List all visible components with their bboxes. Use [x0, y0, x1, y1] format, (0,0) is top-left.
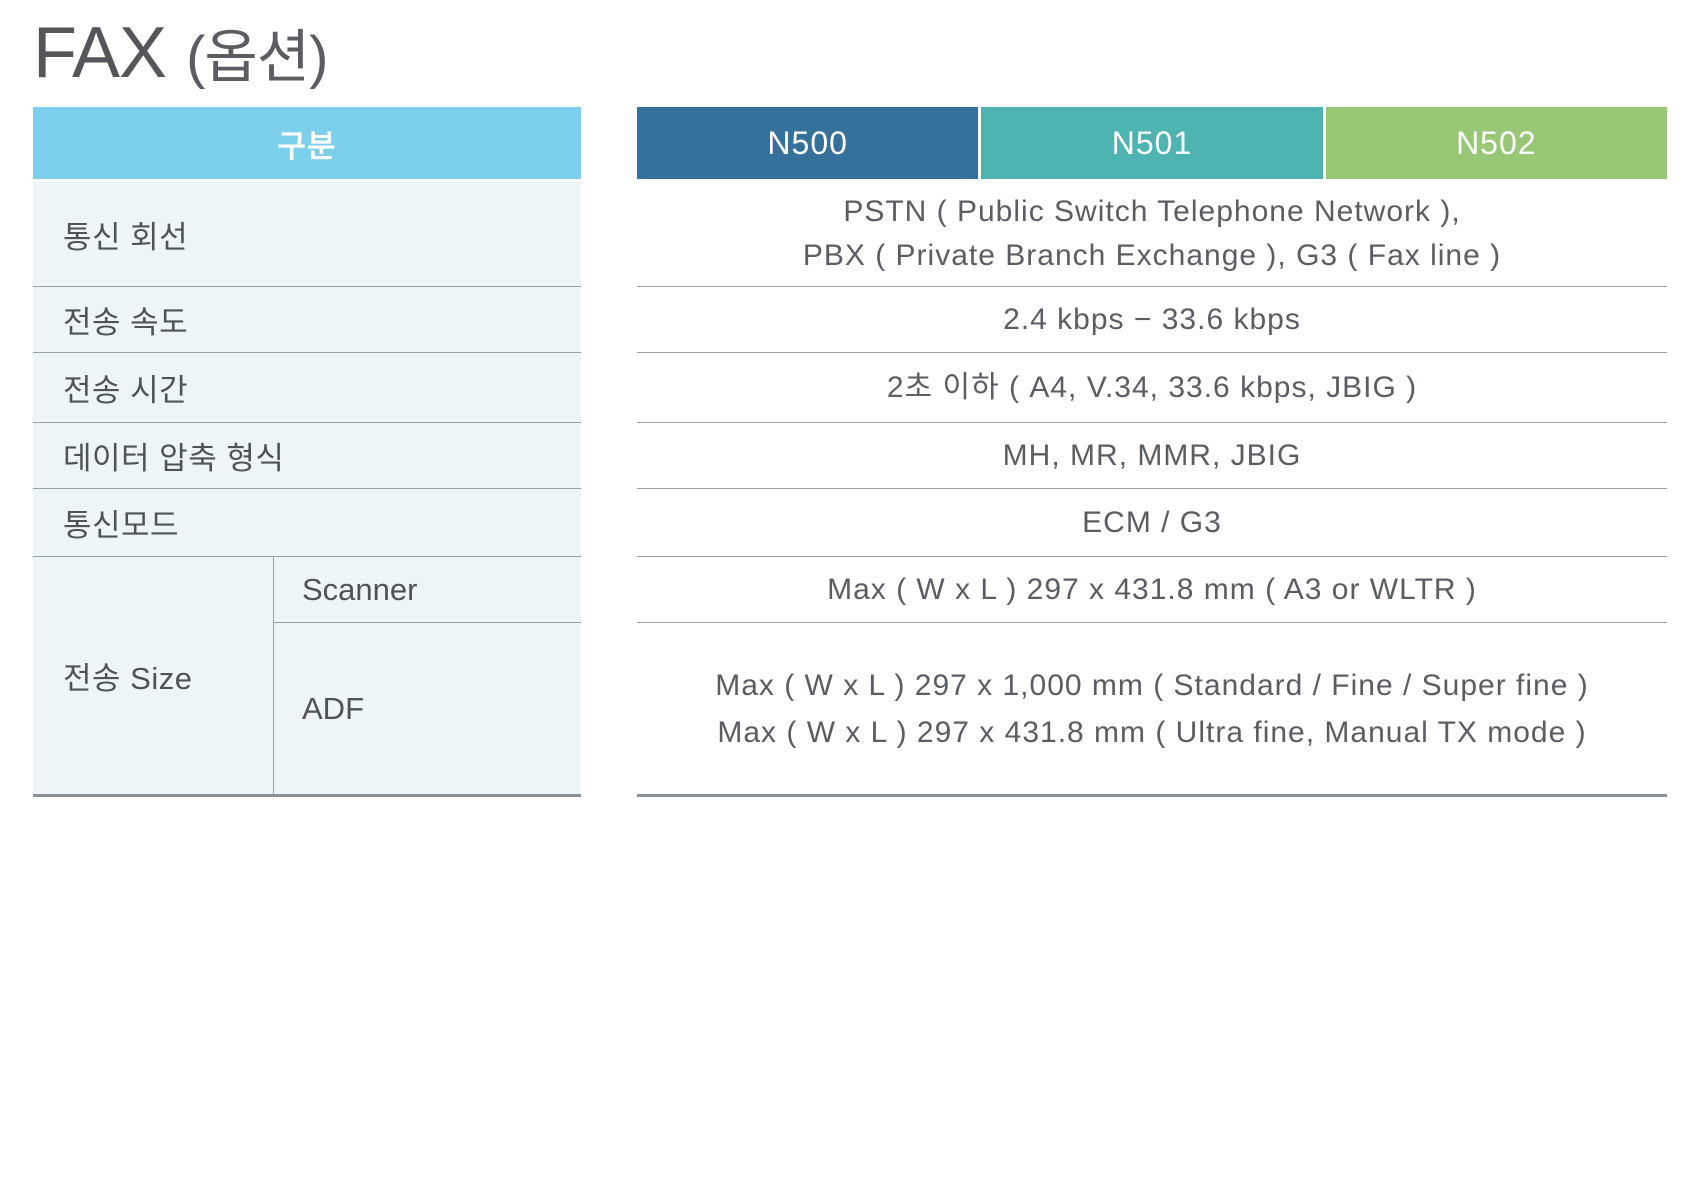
page-title-suffix: (옵션) [186, 25, 328, 90]
row-label-scanner: Scanner [274, 557, 581, 623]
model-headers: N500 N501 N502 [637, 107, 1667, 179]
value-communication-mode: ECM / G3 [637, 489, 1667, 557]
row-label-transmission-time: 전송 시간 [33, 353, 581, 423]
row-label-communication-line: 통신 회선 [33, 182, 581, 287]
values-column: N500 N501 N502 PSTN ( Public Switch Tele… [637, 107, 1667, 797]
column-header-n501: N501 [981, 107, 1323, 179]
column-gap [581, 107, 637, 797]
row-label-data-compression: 데이터 압축 형식 [33, 423, 581, 489]
value-transmission-time: 2초 이하 ( A4, V.34, 33.6 kbps, JBIG ) [637, 353, 1667, 423]
column-header-n500: N500 [637, 107, 979, 179]
row-label-communication-mode: 통신모드 [33, 489, 581, 557]
row-label-transmission-speed: 전송 속도 [33, 287, 581, 353]
category-body: 통신 회선 전송 속도 전송 시간 데이터 압축 형식 통신모드 전송 Size… [33, 182, 581, 797]
value-scanner-size: Max ( W x L ) 297 x 431.8 mm ( A3 or WLT… [637, 557, 1667, 623]
value-adf-size: Max ( W x L ) 297 x 1,000 mm ( Standard … [715, 668, 1589, 749]
values-body: PSTN ( Public Switch Telephone Network )… [637, 182, 1667, 797]
page-title: FAX (옵션) [33, 10, 328, 94]
value-transmission-speed: 2.4 kbps − 33.6 kbps [637, 287, 1667, 353]
transmit-size-sublabels: Scanner ADF [274, 557, 581, 794]
fax-spec-table: 구분 통신 회선 전송 속도 전송 시간 데이터 압축 형식 통신모드 전송 S… [33, 107, 1667, 797]
page-title-main: FAX [33, 13, 167, 93]
value-communication-line: PSTN ( Public Switch Telephone Network )… [637, 182, 1667, 287]
row-label-adf: ADF [302, 690, 364, 726]
row-label-transmit-size: 전송 Size [33, 557, 274, 794]
value-data-compression: MH, MR, MMR, JBIG [637, 423, 1667, 489]
row-group-transmit-size: 전송 Size Scanner ADF [33, 557, 581, 794]
column-header-category: 구분 [33, 107, 581, 179]
category-column: 구분 통신 회선 전송 속도 전송 시간 데이터 압축 형식 통신모드 전송 S… [33, 107, 581, 797]
column-header-n502: N502 [1325, 107, 1667, 179]
